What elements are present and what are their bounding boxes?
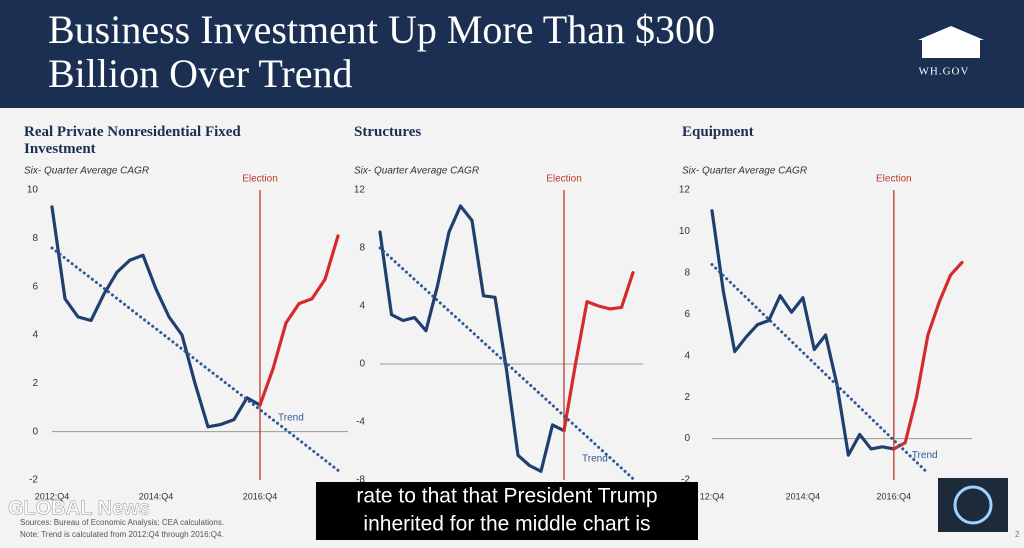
logo-roof <box>918 26 984 40</box>
y-tick-label: 8 <box>684 267 690 278</box>
watermark: GLOBAL News <box>8 497 150 519</box>
y-tick-label: -2 <box>29 475 38 486</box>
trend-label: Trend <box>278 412 304 423</box>
y-tick-label: -8 <box>356 475 365 486</box>
series-line <box>892 260 964 451</box>
logo-building <box>922 40 980 58</box>
election-label: Election <box>546 174 582 185</box>
logo: WH.GOV <box>918 26 984 78</box>
election-label: Election <box>876 174 912 185</box>
footer-sources: Sources: Bureau of Economic Analysis; CE… <box>20 518 224 527</box>
y-tick-label: -2 <box>681 475 690 486</box>
y-tick-label: 6 <box>32 281 38 292</box>
election-label: Election <box>242 174 278 185</box>
y-tick-label: 4 <box>684 350 690 361</box>
y-tick-label: 4 <box>32 330 38 341</box>
logo-text: WH.GOV <box>919 66 970 78</box>
y-tick-label: 0 <box>684 433 690 444</box>
y-tick-label: 6 <box>684 309 690 320</box>
caption-box <box>316 482 698 540</box>
page-number: 2 <box>1015 530 1020 539</box>
trend-line <box>710 263 930 475</box>
series-line <box>562 271 635 433</box>
x-tick-label: 2014:Q4 <box>786 491 821 501</box>
y-tick-label: 2 <box>32 378 38 389</box>
y-tick-label: 10 <box>27 185 39 196</box>
chart-title: Equipment <box>682 124 754 140</box>
x-tick-label: 2012:Q4 <box>35 491 70 501</box>
chart-title-box: Structures <box>354 124 422 140</box>
x-tick-label: 12:Q4 <box>700 491 725 501</box>
trend-line <box>50 246 340 472</box>
x-tick-label: 2016:Q4 <box>243 491 278 501</box>
chart-subtitle: Six- Quarter Average CAGR <box>24 166 149 177</box>
chart-title: Structures <box>354 124 422 140</box>
y-tick-label: 10 <box>679 226 691 237</box>
y-tick-label: 0 <box>32 426 38 437</box>
y-tick-label: 2 <box>684 392 690 403</box>
chart-subtitle: Six- Quarter Average CAGR <box>682 166 807 177</box>
caption-line: rate to that that President Trump <box>356 485 657 508</box>
y-tick-label: 12 <box>354 185 366 196</box>
channel-logo-globe <box>953 485 993 525</box>
trend-label: Trend <box>912 450 938 461</box>
y-tick-label: 8 <box>32 233 38 244</box>
x-tick-label: 2016:Q4 <box>877 491 912 501</box>
chart-title: Real Private Nonresidential Fixed Invest… <box>24 124 241 157</box>
y-tick-label: 12 <box>679 185 691 196</box>
header-title: Billion Over Trend <box>48 51 352 96</box>
footer-note: Note: Trend is calculated from 2012:Q4 t… <box>20 530 224 539</box>
chart-title-box: Equipment <box>682 124 754 140</box>
y-tick-label: 4 <box>359 301 365 312</box>
y-tick-label: 0 <box>359 359 365 370</box>
y-tick-label: 8 <box>359 243 365 254</box>
chart-subtitle: Six- Quarter Average CAGR <box>354 166 479 177</box>
series-line <box>50 205 262 429</box>
caption-line: inherited for the middle chart is <box>363 513 650 536</box>
trend-label: Trend <box>582 454 608 465</box>
y-tick-label: -4 <box>356 417 365 428</box>
series-line <box>378 204 566 473</box>
series-line <box>258 234 340 407</box>
chart-title-box: Real Private Nonresidential Fixed Invest… <box>24 124 241 157</box>
header-band <box>0 0 1024 108</box>
x-tick-label: 2014:Q4 <box>139 491 174 501</box>
header-title: Business Investment Up More Than $300 <box>48 7 715 52</box>
trend-line <box>378 246 635 481</box>
series-line <box>710 209 896 457</box>
